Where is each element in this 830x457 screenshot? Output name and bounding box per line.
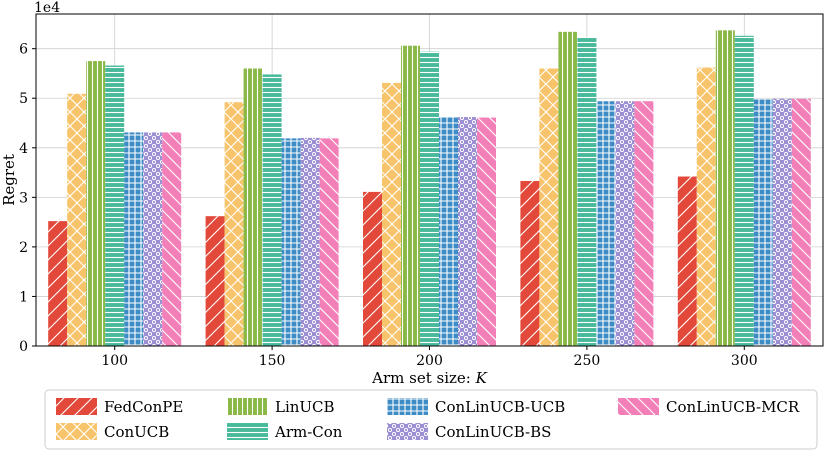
bar-conucb-150 — [224, 102, 244, 346]
legend-swatch-conlinucb-bs — [387, 423, 428, 440]
bar-conlinucb-mcr-200 — [477, 117, 496, 346]
y-tick-label: 6 — [19, 42, 28, 58]
x-tick-label: 100 — [101, 353, 128, 369]
bar-conlinucb-mcr-100 — [162, 132, 182, 346]
y-axis-label: Regret — [0, 154, 18, 206]
legend-label-conlinucb-mcr: ConLinUCB-MCR — [666, 398, 800, 416]
bar-conlinucb-mcr-250 — [634, 101, 654, 346]
bar-conlinucb-ucb-250 — [596, 101, 616, 346]
bar-fedconpe-150 — [205, 216, 225, 346]
legend-label-linucb: LinUCB — [275, 398, 335, 416]
bar-conucb-100 — [67, 93, 87, 346]
y-tick-label: 5 — [19, 91, 28, 107]
x-axis-label: Arm set size: K — [371, 369, 487, 387]
y-tick-label: 4 — [19, 141, 28, 157]
bar-conlinucb-mcr-150 — [319, 138, 339, 346]
bar-arm-con-250 — [577, 37, 597, 346]
legend-label-conlinucb-ucb: ConLinUCB-UCB — [435, 398, 565, 416]
legend-label-fedconpe: FedConPE — [104, 398, 183, 416]
bar-arm-con-300 — [734, 35, 754, 347]
bar-linucb-300 — [715, 30, 735, 347]
y-tick-label: 1 — [19, 289, 28, 305]
legend-label-conucb: ConUCB — [104, 423, 169, 441]
bar-conucb-250 — [539, 68, 559, 347]
legend-swatch-conlinucb-mcr — [618, 398, 659, 415]
bar-conlinucb-ucb-200 — [439, 117, 458, 346]
y-tick-label: 0 — [19, 339, 28, 355]
x-tick-label: 150 — [259, 353, 286, 369]
bar-conlinucb-bs-250 — [615, 101, 635, 346]
legend: FedConPE ConUCB LinUCB Arm-Con ConLinUCB-UCB… — [44, 389, 818, 450]
bar-conlinucb-bs-300 — [772, 98, 792, 346]
bar-conucb-300 — [696, 67, 716, 346]
bar-arm-con-200 — [420, 51, 439, 347]
legend-swatch-linucb — [227, 398, 268, 415]
bar-fedconpe-300 — [677, 176, 697, 346]
x-tick-label: 300 — [731, 353, 758, 369]
bar-conucb-200 — [382, 82, 401, 346]
axes-layer: 0 1 2 3 4 5 6 100 150 200 250 300 1e4 Regret Arm set s… — [0, 0, 824, 387]
bar-linucb-250 — [558, 31, 578, 346]
legend-label-arm-con: Arm-Con — [274, 423, 343, 441]
bar-linucb-200 — [401, 45, 420, 346]
bar-conlinucb-ucb-150 — [281, 138, 301, 346]
y-tick-label: 3 — [19, 190, 28, 206]
bar-conlinucb-bs-150 — [300, 137, 320, 346]
bar-conlinucb-bs-200 — [458, 117, 477, 346]
bar-linucb-100 — [86, 61, 106, 347]
legend-swatch-conucb — [56, 423, 97, 440]
legend-swatch-arm-con — [227, 423, 268, 440]
bar-fedconpe-250 — [520, 180, 540, 346]
legend-swatch-conlinucb-ucb — [387, 398, 428, 415]
bar-fedconpe-200 — [363, 191, 382, 346]
bar-linucb-150 — [243, 68, 263, 347]
x-tick-label: 200 — [416, 353, 443, 369]
legend-label-conlinucb-bs: ConLinUCB-BS — [435, 423, 551, 441]
x-tick-label: 250 — [574, 353, 601, 369]
bar-conlinucb-ucb-100 — [124, 132, 144, 346]
bar-conlinucb-ucb-300 — [753, 98, 773, 346]
bar-fedconpe-100 — [48, 221, 68, 346]
bar-arm-con-100 — [105, 65, 125, 346]
y-tick-label: 2 — [19, 240, 28, 256]
bars-layer — [48, 30, 811, 347]
bar-conlinucb-mcr-300 — [791, 98, 811, 346]
bar-conlinucb-bs-100 — [143, 132, 163, 346]
y-exponent-label: 1e4 — [34, 0, 60, 16]
legend-swatch-fedconpe — [56, 398, 97, 415]
bar-arm-con-150 — [262, 74, 282, 346]
